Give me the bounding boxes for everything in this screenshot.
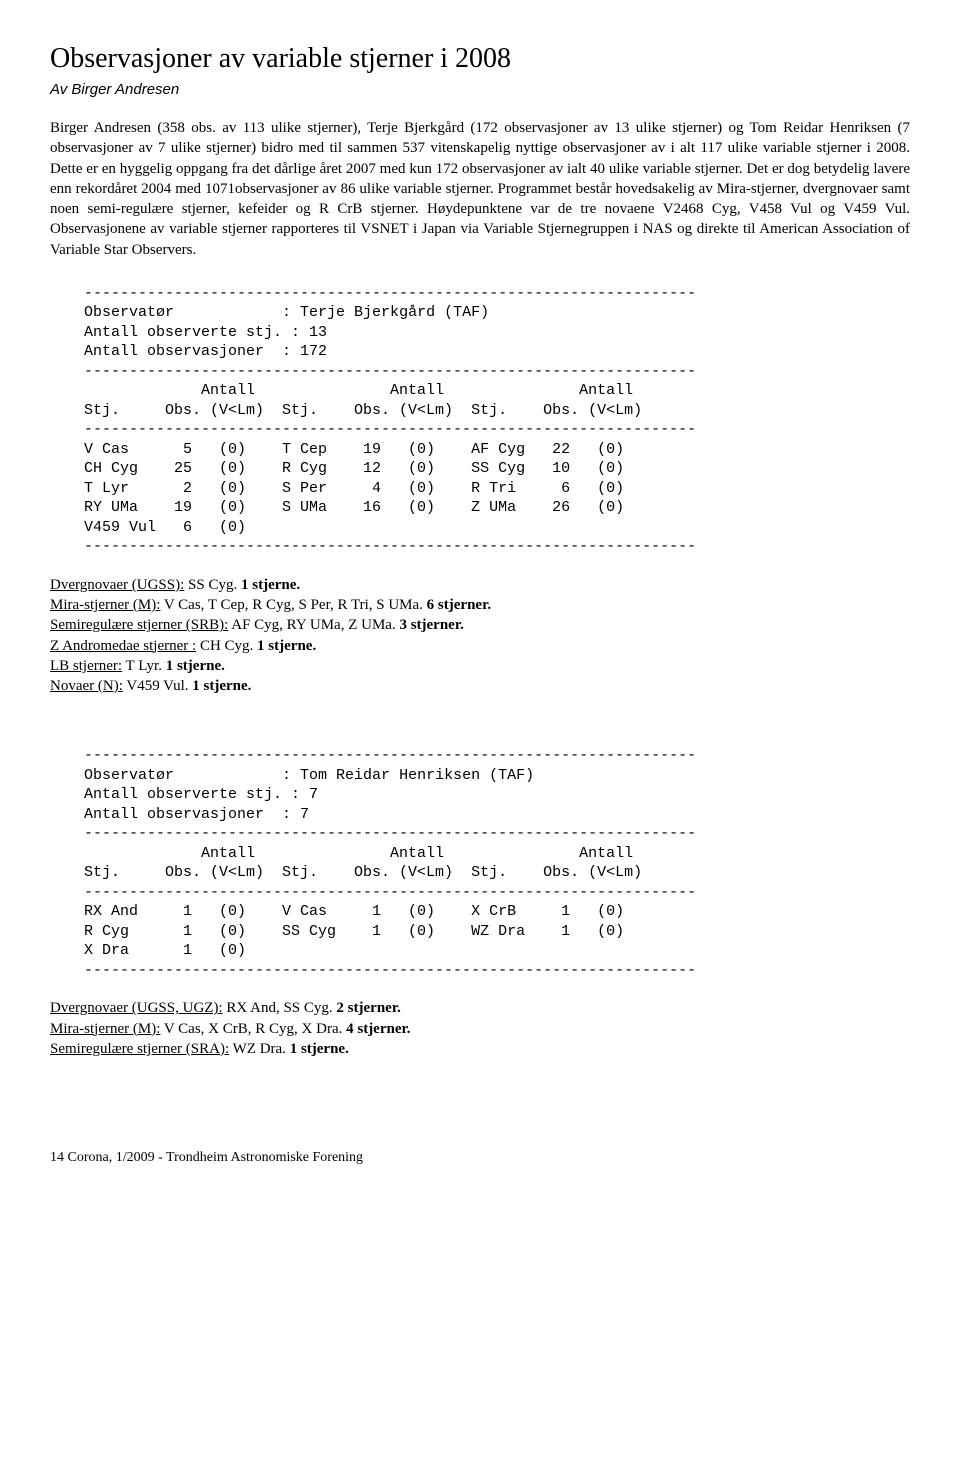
data-row: V Cas 5 (0) T Cep 19 (0) AF Cyg 22 (0) xyxy=(84,440,910,460)
col-header-1: Antall Antall Antall xyxy=(84,381,910,401)
data-row: RX And 1 (0) V Cas 1 (0) X CrB 1 (0) xyxy=(84,902,910,922)
intro-paragraph: Birger Andresen (358 obs. av 113 ulike s… xyxy=(50,118,910,260)
observer-line: Observatør : Terje Bjerkgård (TAF) xyxy=(84,303,910,323)
summary-block-2: Dvergnovaer (UGSS, UGZ): RX And, SS Cyg.… xyxy=(50,998,910,1059)
hr: ----------------------------------------… xyxy=(84,420,910,440)
byline: Av Birger Andresen xyxy=(50,80,910,100)
page-title: Observasjoner av variable stjerner i 200… xyxy=(50,40,910,78)
hr: ----------------------------------------… xyxy=(84,961,910,981)
hr: ----------------------------------------… xyxy=(84,284,910,304)
observed-stars-line: Antall observerte stj. : 13 xyxy=(84,323,910,343)
summary-line: Mira-stjerner (M): V Cas, T Cep, R Cyg, … xyxy=(50,595,910,615)
summary-line: Dvergnovaer (UGSS): SS Cyg. 1 stjerne. xyxy=(50,575,910,595)
observer-block-2: ----------------------------------------… xyxy=(84,746,910,980)
observer-block-1: ----------------------------------------… xyxy=(84,284,910,557)
col-header-1: Antall Antall Antall xyxy=(84,844,910,864)
data-row: CH Cyg 25 (0) R Cyg 12 (0) SS Cyg 10 (0) xyxy=(84,459,910,479)
observations-line: Antall observasjoner : 172 xyxy=(84,342,910,362)
observed-stars-line: Antall observerte stj. : 7 xyxy=(84,785,910,805)
summary-line: Semiregulære stjerner (SRA): WZ Dra. 1 s… xyxy=(50,1039,910,1059)
summary-line: Z Andromedae stjerner : CH Cyg. 1 stjern… xyxy=(50,636,910,656)
hr: ----------------------------------------… xyxy=(84,824,910,844)
summary-line: Mira-stjerner (M): V Cas, X CrB, R Cyg, … xyxy=(50,1019,910,1039)
page-footer: 14 Corona, 1/2009 - Trondheim Astronomis… xyxy=(50,1149,910,1168)
data-row: R Cyg 1 (0) SS Cyg 1 (0) WZ Dra 1 (0) xyxy=(84,922,910,942)
col-header-2: Stj. Obs. (V<Lm) Stj. Obs. (V<Lm) Stj. O… xyxy=(84,863,910,883)
hr: ----------------------------------------… xyxy=(84,883,910,903)
data-row: V459 Vul 6 (0) xyxy=(84,518,910,538)
col-header-2: Stj. Obs. (V<Lm) Stj. Obs. (V<Lm) Stj. O… xyxy=(84,401,910,421)
observer-line: Observatør : Tom Reidar Henriksen (TAF) xyxy=(84,766,910,786)
hr: ----------------------------------------… xyxy=(84,537,910,557)
summary-line: Novaer (N): V459 Vul. 1 stjerne. xyxy=(50,676,910,696)
data-row: RY UMa 19 (0) S UMa 16 (0) Z UMa 26 (0) xyxy=(84,498,910,518)
summary-block-1: Dvergnovaer (UGSS): SS Cyg. 1 stjerne. M… xyxy=(50,575,910,697)
observations-line: Antall observasjoner : 7 xyxy=(84,805,910,825)
data-row: T Lyr 2 (0) S Per 4 (0) R Tri 6 (0) xyxy=(84,479,910,499)
hr: ----------------------------------------… xyxy=(84,746,910,766)
summary-line: LB stjerner: T Lyr. 1 stjerne. xyxy=(50,656,910,676)
data-row: X Dra 1 (0) xyxy=(84,941,910,961)
summary-line: Dvergnovaer (UGSS, UGZ): RX And, SS Cyg.… xyxy=(50,998,910,1018)
summary-line: Semiregulære stjerner (SRB): AF Cyg, RY … xyxy=(50,615,910,635)
hr: ----------------------------------------… xyxy=(84,362,910,382)
